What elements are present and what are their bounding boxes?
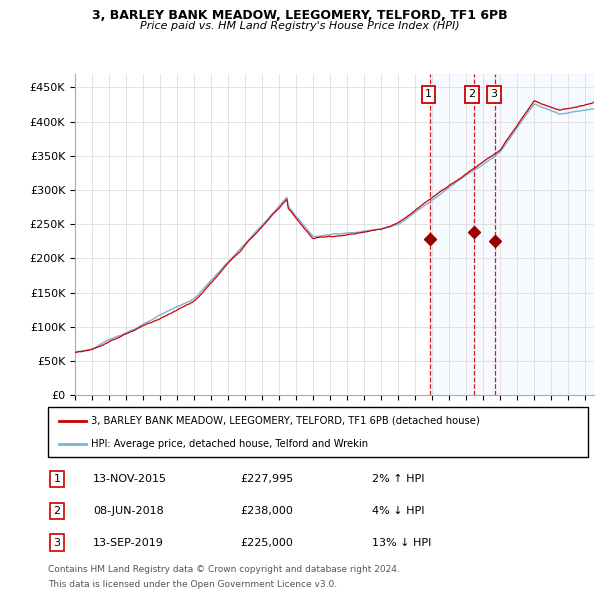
Text: 3: 3 (490, 89, 497, 99)
Text: £227,995: £227,995 (240, 474, 293, 484)
Text: Contains HM Land Registry data © Crown copyright and database right 2024.: Contains HM Land Registry data © Crown c… (48, 565, 400, 574)
Text: 3, BARLEY BANK MEADOW, LEEGOMERY, TELFORD, TF1 6PB: 3, BARLEY BANK MEADOW, LEEGOMERY, TELFOR… (92, 9, 508, 22)
Text: 3, BARLEY BANK MEADOW, LEEGOMERY, TELFORD, TF1 6PB (detached house): 3, BARLEY BANK MEADOW, LEEGOMERY, TELFOR… (91, 415, 480, 425)
Text: £225,000: £225,000 (240, 538, 293, 548)
Text: 2: 2 (469, 89, 476, 99)
Text: This data is licensed under the Open Government Licence v3.0.: This data is licensed under the Open Gov… (48, 580, 337, 589)
Text: 13% ↓ HPI: 13% ↓ HPI (372, 538, 431, 548)
Text: 3: 3 (53, 538, 61, 548)
Text: 1: 1 (425, 89, 432, 99)
Text: £238,000: £238,000 (240, 506, 293, 516)
FancyBboxPatch shape (48, 407, 588, 457)
Text: HPI: Average price, detached house, Telford and Wrekin: HPI: Average price, detached house, Telf… (91, 439, 368, 449)
Text: Price paid vs. HM Land Registry's House Price Index (HPI): Price paid vs. HM Land Registry's House … (140, 21, 460, 31)
Text: 2: 2 (53, 506, 61, 516)
Text: 13-NOV-2015: 13-NOV-2015 (93, 474, 167, 484)
Text: 4% ↓ HPI: 4% ↓ HPI (372, 506, 425, 516)
Text: 1: 1 (53, 474, 61, 484)
Text: 13-SEP-2019: 13-SEP-2019 (93, 538, 164, 548)
Text: 08-JUN-2018: 08-JUN-2018 (93, 506, 164, 516)
Text: 2% ↑ HPI: 2% ↑ HPI (372, 474, 425, 484)
Bar (430, 74, 594, 395)
